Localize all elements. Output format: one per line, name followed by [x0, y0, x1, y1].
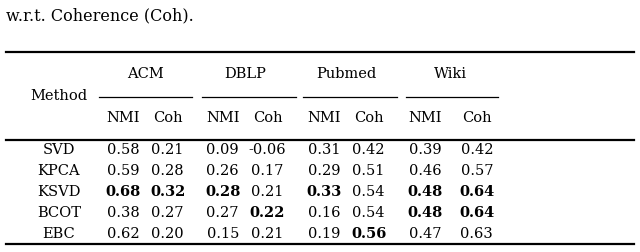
Text: EBC: EBC — [42, 227, 76, 241]
Text: 0.15: 0.15 — [207, 227, 239, 241]
Text: 0.16: 0.16 — [308, 206, 340, 220]
Text: 0.38: 0.38 — [106, 206, 140, 220]
Text: 0.31: 0.31 — [308, 143, 340, 157]
Text: Coh: Coh — [354, 111, 383, 125]
Text: 0.19: 0.19 — [308, 227, 340, 241]
Text: KSVD: KSVD — [37, 185, 81, 199]
Text: NMI: NMI — [106, 111, 140, 125]
Text: Pubmed: Pubmed — [316, 67, 376, 81]
Text: ACM: ACM — [127, 67, 164, 81]
Text: -0.06: -0.06 — [249, 143, 286, 157]
Text: 0.28: 0.28 — [152, 164, 184, 178]
Text: 0.63: 0.63 — [460, 227, 493, 241]
Text: KPCA: KPCA — [38, 164, 80, 178]
Text: 0.22: 0.22 — [250, 206, 285, 220]
Text: 0.54: 0.54 — [353, 185, 385, 199]
Text: 0.48: 0.48 — [407, 206, 443, 220]
Text: Coh: Coh — [253, 111, 282, 125]
Text: Coh: Coh — [462, 111, 492, 125]
Text: 0.51: 0.51 — [353, 164, 385, 178]
Text: w.r.t. Coherence (Coh).: w.r.t. Coherence (Coh). — [6, 8, 194, 24]
Text: 0.21: 0.21 — [252, 227, 284, 241]
Text: 0.33: 0.33 — [306, 185, 342, 199]
Text: 0.32: 0.32 — [150, 185, 186, 199]
Text: BCOT: BCOT — [37, 206, 81, 220]
Text: 0.59: 0.59 — [107, 164, 139, 178]
Text: 0.54: 0.54 — [353, 206, 385, 220]
Text: 0.42: 0.42 — [461, 143, 493, 157]
Text: 0.64: 0.64 — [459, 185, 495, 199]
Text: 0.27: 0.27 — [207, 206, 239, 220]
Text: 0.09: 0.09 — [207, 143, 239, 157]
Text: 0.47: 0.47 — [409, 227, 441, 241]
Text: 0.29: 0.29 — [308, 164, 340, 178]
Text: NMI: NMI — [307, 111, 340, 125]
Text: 0.26: 0.26 — [207, 164, 239, 178]
Text: 0.28: 0.28 — [205, 185, 241, 199]
Text: 0.64: 0.64 — [459, 206, 495, 220]
Text: 0.68: 0.68 — [105, 185, 141, 199]
Text: NMI: NMI — [206, 111, 239, 125]
Text: 0.21: 0.21 — [152, 143, 184, 157]
Text: 0.39: 0.39 — [409, 143, 441, 157]
Text: 0.20: 0.20 — [152, 227, 184, 241]
Text: 0.62: 0.62 — [107, 227, 139, 241]
Text: SVD: SVD — [43, 143, 75, 157]
Text: 0.17: 0.17 — [252, 164, 284, 178]
Text: Wiki: Wiki — [434, 67, 467, 81]
Text: DBLP: DBLP — [224, 67, 266, 81]
Text: NMI: NMI — [408, 111, 442, 125]
Text: 0.56: 0.56 — [351, 227, 387, 241]
Text: Coh: Coh — [153, 111, 182, 125]
Text: 0.46: 0.46 — [409, 164, 441, 178]
Text: 0.57: 0.57 — [461, 164, 493, 178]
Text: 0.58: 0.58 — [107, 143, 139, 157]
Text: 0.48: 0.48 — [407, 185, 443, 199]
Text: 0.21: 0.21 — [252, 185, 284, 199]
Text: 0.42: 0.42 — [353, 143, 385, 157]
Text: 0.27: 0.27 — [152, 206, 184, 220]
Text: Method: Method — [30, 89, 88, 103]
